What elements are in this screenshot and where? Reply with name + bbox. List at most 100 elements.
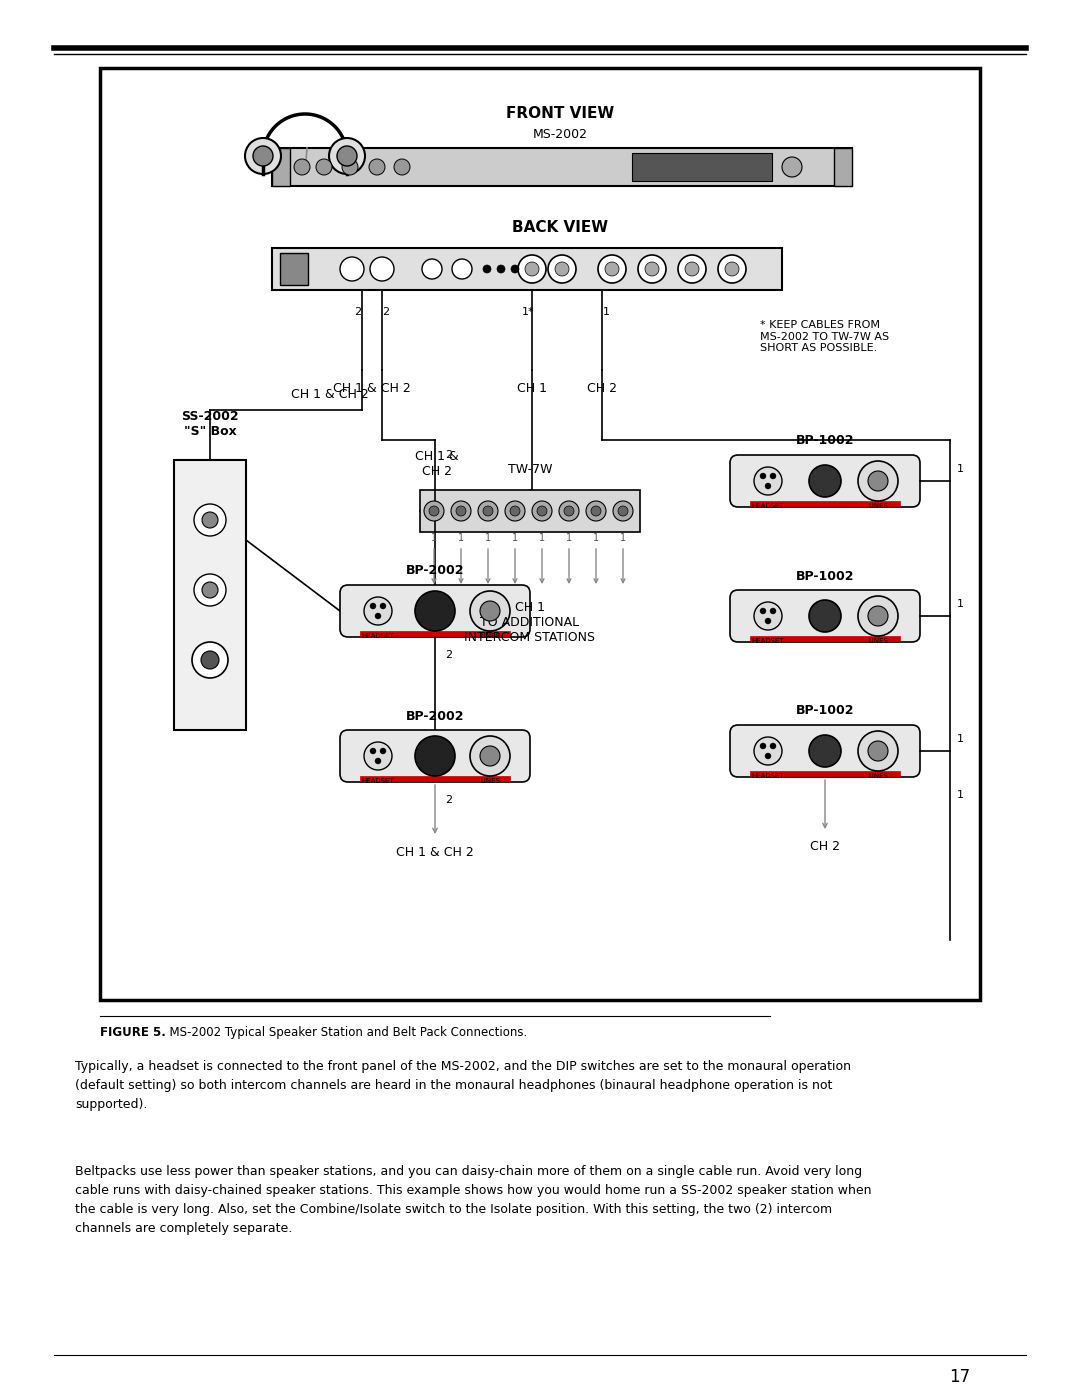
Text: HEADSET: HEADSET xyxy=(362,778,394,784)
Circle shape xyxy=(456,506,465,515)
Circle shape xyxy=(329,138,365,175)
Circle shape xyxy=(369,159,384,175)
Text: BP-1002: BP-1002 xyxy=(796,570,854,583)
Circle shape xyxy=(782,156,802,177)
Circle shape xyxy=(415,736,455,775)
Text: 2: 2 xyxy=(382,307,390,317)
Circle shape xyxy=(685,263,699,277)
Circle shape xyxy=(548,256,576,284)
Circle shape xyxy=(470,591,510,631)
Circle shape xyxy=(451,502,471,521)
Circle shape xyxy=(858,731,897,771)
Circle shape xyxy=(380,604,386,609)
Circle shape xyxy=(394,159,410,175)
Text: 1: 1 xyxy=(957,464,963,474)
Bar xyxy=(420,490,640,532)
Circle shape xyxy=(340,257,364,281)
Bar xyxy=(360,775,510,781)
Circle shape xyxy=(470,736,510,775)
Text: FRONT VIEW: FRONT VIEW xyxy=(505,106,615,120)
Bar xyxy=(834,148,852,186)
Text: 1: 1 xyxy=(957,733,963,745)
Bar xyxy=(280,253,308,285)
Text: CH 1
TO ADDITIONAL
INTERCOM STATIONS: CH 1 TO ADDITIONAL INTERCOM STATIONS xyxy=(464,601,595,644)
Text: 2: 2 xyxy=(445,795,453,805)
FancyBboxPatch shape xyxy=(340,731,530,782)
Text: SS-2002
"S" Box: SS-2002 "S" Box xyxy=(181,409,239,439)
Circle shape xyxy=(480,746,500,766)
Text: FIGURE 5.: FIGURE 5. xyxy=(100,1025,166,1039)
Circle shape xyxy=(422,258,442,279)
Circle shape xyxy=(537,506,546,515)
FancyBboxPatch shape xyxy=(730,455,920,507)
Text: BP-1002: BP-1002 xyxy=(796,434,854,447)
Text: LINES: LINES xyxy=(481,633,500,638)
Text: CH 1: CH 1 xyxy=(517,381,546,394)
Circle shape xyxy=(760,474,766,479)
Text: 1: 1 xyxy=(957,789,963,800)
Circle shape xyxy=(375,759,381,764)
Circle shape xyxy=(555,263,569,277)
Circle shape xyxy=(754,602,782,630)
Circle shape xyxy=(497,265,505,272)
Circle shape xyxy=(586,502,606,521)
Text: Typically, a headset is connected to the front panel of the MS-2002, and the DIP: Typically, a headset is connected to the… xyxy=(75,1060,851,1111)
Circle shape xyxy=(858,461,897,502)
Circle shape xyxy=(765,753,771,759)
Text: LINES: LINES xyxy=(868,773,888,780)
Circle shape xyxy=(510,506,519,515)
Text: HEADSET: HEADSET xyxy=(752,773,784,780)
Text: 1: 1 xyxy=(603,307,609,317)
Circle shape xyxy=(718,256,746,284)
Circle shape xyxy=(678,256,706,284)
Text: LINES: LINES xyxy=(868,503,888,509)
Circle shape xyxy=(370,604,376,609)
Text: 1: 1 xyxy=(431,534,437,543)
Circle shape xyxy=(868,471,888,490)
Text: BP-1002: BP-1002 xyxy=(796,704,854,718)
Circle shape xyxy=(770,608,777,615)
Circle shape xyxy=(505,502,525,521)
Circle shape xyxy=(532,502,552,521)
Circle shape xyxy=(316,159,332,175)
Text: CH 1 & CH 2: CH 1 & CH 2 xyxy=(292,387,369,401)
Circle shape xyxy=(370,257,394,281)
Bar xyxy=(174,460,246,731)
Circle shape xyxy=(770,743,777,749)
Text: * KEEP CABLES FROM
MS-2002 TO TW-7W AS
SHORT AS POSSIBLE.: * KEEP CABLES FROM MS-2002 TO TW-7W AS S… xyxy=(760,320,889,353)
Text: CH 1 & CH 2: CH 1 & CH 2 xyxy=(396,845,474,859)
Circle shape xyxy=(760,743,766,749)
Text: 2: 2 xyxy=(445,650,453,659)
Circle shape xyxy=(760,608,766,615)
FancyBboxPatch shape xyxy=(340,585,530,637)
Circle shape xyxy=(868,740,888,761)
Text: HEADSET: HEADSET xyxy=(362,633,394,638)
Circle shape xyxy=(598,256,626,284)
Bar xyxy=(360,631,510,636)
Text: 1: 1 xyxy=(512,534,518,543)
Circle shape xyxy=(337,147,357,166)
Circle shape xyxy=(194,504,226,536)
Text: 1: 1 xyxy=(957,599,963,609)
Text: 2: 2 xyxy=(354,307,362,317)
Circle shape xyxy=(342,159,357,175)
Text: 2: 2 xyxy=(445,450,453,460)
Circle shape xyxy=(364,742,392,770)
Circle shape xyxy=(809,599,841,631)
Text: 1*: 1* xyxy=(522,307,535,317)
Bar xyxy=(272,249,782,291)
Circle shape xyxy=(253,147,273,166)
Text: 1: 1 xyxy=(458,534,464,543)
Circle shape xyxy=(591,506,600,515)
Circle shape xyxy=(858,597,897,636)
Text: BP-2002: BP-2002 xyxy=(406,564,464,577)
Circle shape xyxy=(424,502,444,521)
Text: CH 1 & CH 2: CH 1 & CH 2 xyxy=(333,381,410,394)
Circle shape xyxy=(564,506,573,515)
Text: 1: 1 xyxy=(593,534,599,543)
Circle shape xyxy=(605,263,619,277)
Text: 1: 1 xyxy=(620,534,626,543)
Circle shape xyxy=(559,502,579,521)
Circle shape xyxy=(613,502,633,521)
FancyBboxPatch shape xyxy=(730,725,920,777)
